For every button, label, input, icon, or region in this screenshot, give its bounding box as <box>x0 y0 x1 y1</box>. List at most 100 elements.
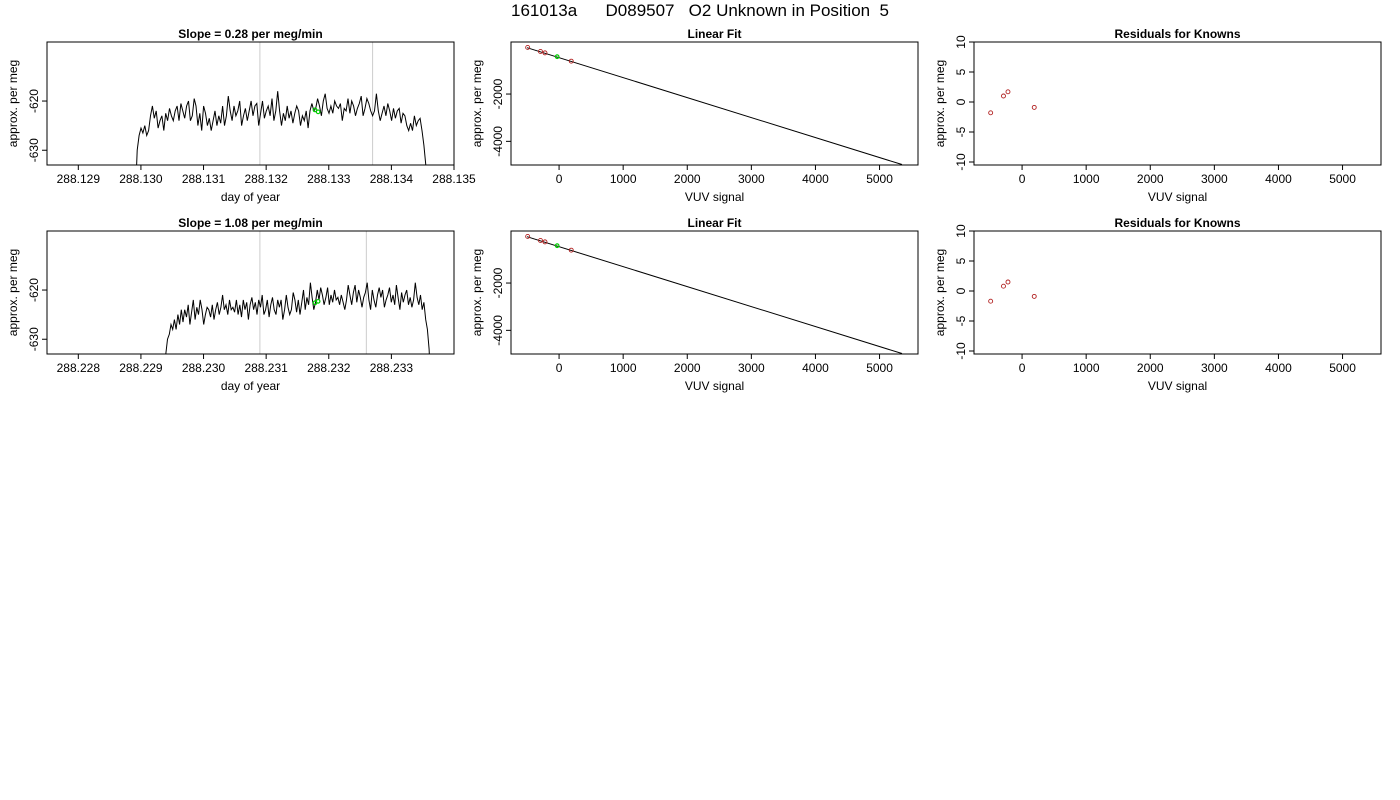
x-tick-label: 288.231 <box>244 361 288 375</box>
x-tick-label: 5000 <box>866 172 893 186</box>
known-point <box>525 233 531 239</box>
x-tick-label: 4000 <box>1265 172 1292 186</box>
plot-frame <box>510 230 919 355</box>
y-axis-label: approx. per meg <box>933 60 947 147</box>
panel-title: Slope = 1.08 per meg/min <box>178 216 322 230</box>
y-axis-label: approx. per meg <box>933 249 947 336</box>
plot-area <box>988 89 1037 116</box>
x-tick-label: 5000 <box>866 361 893 375</box>
x-axis-label: VUV signal <box>685 190 744 204</box>
y-tick-label: -10 <box>954 153 968 171</box>
y-tick-label: -5 <box>954 126 968 137</box>
x-axis-label: day of year <box>221 379 280 393</box>
y-tick-label: 10 <box>954 224 968 238</box>
x-tick-label: 0 <box>556 172 563 186</box>
y-axis-label: approx. per meg <box>6 249 20 336</box>
x-tick-label: 3000 <box>1201 172 1228 186</box>
x-tick-label: 288.132 <box>244 172 288 186</box>
unknown-point <box>312 107 318 113</box>
known-point <box>1031 104 1037 110</box>
unknown-point <box>554 54 560 60</box>
plot-area <box>165 231 430 354</box>
x-tick-label: 3000 <box>738 361 765 375</box>
y-tick-label: 0 <box>954 287 968 294</box>
panel-title: Slope = 0.28 per meg/min <box>178 27 322 41</box>
plot-frame <box>973 230 1382 355</box>
x-tick-label: 1000 <box>1073 361 1100 375</box>
x-tick-label: 1000 <box>610 361 637 375</box>
panel-4: 288.228 288.229 288.230 288.231 288.232 288.2… <box>6 216 455 393</box>
x-axis-label: day of year <box>221 190 280 204</box>
y-tick-label: 5 <box>954 257 968 264</box>
panel-3: 0 1000 2000 3000 4000 5000 -10 -5 0 5 10 VUV signal… <box>933 27 1382 204</box>
known-point <box>988 110 994 116</box>
known-point <box>525 44 531 50</box>
known-point <box>568 58 574 64</box>
x-tick-label: 5000 <box>1329 361 1356 375</box>
fit-line <box>526 236 903 354</box>
known-point <box>1005 89 1011 95</box>
x-tick-label: 2000 <box>1137 172 1164 186</box>
x-tick-label: 288.228 <box>57 361 101 375</box>
x-tick-label: 288.229 <box>119 361 163 375</box>
x-tick-label: 0 <box>556 361 563 375</box>
known-point <box>1005 279 1011 285</box>
panel-title: Linear Fit <box>687 27 741 41</box>
known-point <box>538 49 543 54</box>
y-tick-label: -4000 <box>491 126 505 157</box>
x-tick-label: 0 <box>1019 172 1026 186</box>
plot-area <box>525 44 903 165</box>
y-tick-label: -630 <box>27 138 41 162</box>
x-tick-label: 288.232 <box>307 361 351 375</box>
panel-5: 0 1000 2000 3000 4000 5000 -4000 -2000 VUV signa… <box>470 216 919 393</box>
unknown-point <box>315 298 321 304</box>
y-tick-label: -2000 <box>491 78 505 109</box>
panel-1: 288.129 288.130 288.131 288.132 288.133 288.1… <box>6 27 476 204</box>
unknown-point <box>554 243 560 249</box>
y-tick-label: -620 <box>27 278 41 302</box>
plot-area <box>988 279 1037 304</box>
plot-frame <box>510 41 919 166</box>
fit-line <box>526 47 903 165</box>
plot-frame <box>46 230 455 355</box>
x-axis-label: VUV signal <box>1148 190 1207 204</box>
x-tick-label: 288.134 <box>370 172 414 186</box>
x-tick-label: 4000 <box>802 361 829 375</box>
x-tick-label: 4000 <box>802 172 829 186</box>
trace-line <box>136 91 427 165</box>
y-axis-label: approx. per meg <box>6 60 20 147</box>
plot-frame <box>973 41 1382 166</box>
plot-area <box>136 42 427 165</box>
y-tick-label: -620 <box>27 89 41 113</box>
figure-title: 161013a D089507 O2 Unknown in Position 5 <box>510 1 890 20</box>
y-tick-label: -4000 <box>491 315 505 346</box>
x-tick-label: 2000 <box>674 172 701 186</box>
trace-line <box>165 282 430 354</box>
panel-title: Residuals for Knowns <box>1114 216 1240 230</box>
x-tick-label: 0 <box>1019 361 1026 375</box>
known-point <box>988 298 994 304</box>
x-tick-label: 288.133 <box>307 172 351 186</box>
x-tick-label: 288.230 <box>182 361 226 375</box>
x-tick-label: 1000 <box>610 172 637 186</box>
known-point <box>542 50 548 56</box>
y-axis-label: approx. per meg <box>470 60 484 147</box>
known-point <box>538 238 543 243</box>
known-point <box>542 239 548 245</box>
x-tick-label: 288.135 <box>432 172 476 186</box>
panel-6: 0 1000 2000 3000 4000 5000 -10 -5 0 5 10 VUV signal… <box>933 216 1382 393</box>
y-tick-label: -10 <box>954 342 968 360</box>
known-point <box>1001 283 1006 289</box>
x-tick-label: 4000 <box>1265 361 1292 375</box>
panel-2: 0 1000 2000 3000 4000 5000 -4000 -2000 VUV signa… <box>470 27 919 204</box>
x-tick-label: 5000 <box>1329 172 1356 186</box>
x-tick-label: 288.131 <box>182 172 226 186</box>
y-axis-label: approx. per meg <box>470 249 484 336</box>
x-tick-label: 2000 <box>1137 361 1164 375</box>
x-tick-label: 288.130 <box>119 172 163 186</box>
x-tick-label: 1000 <box>1073 172 1100 186</box>
plot-frame <box>46 41 455 166</box>
x-tick-label: 288.233 <box>370 361 414 375</box>
x-tick-label: 2000 <box>674 361 701 375</box>
